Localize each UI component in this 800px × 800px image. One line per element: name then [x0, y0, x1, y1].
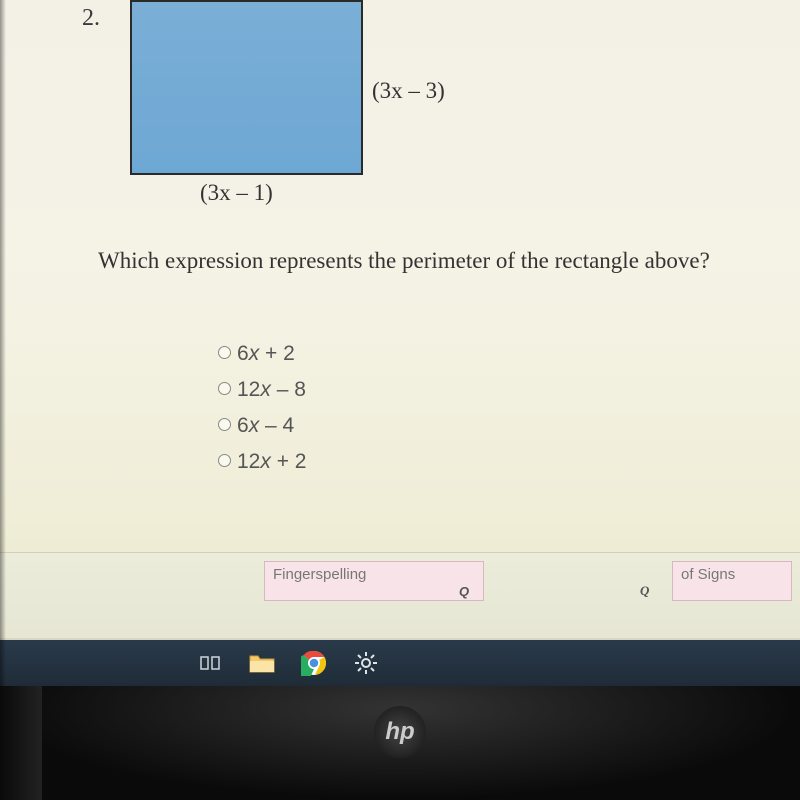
tab-signs[interactable]: of Signs	[672, 561, 792, 601]
tab-label: of Signs	[681, 566, 735, 583]
hp-logo-icon: hp	[374, 706, 426, 758]
quiz-screen: 2. (3x – 3) (3x – 1) Which expression re…	[0, 0, 800, 640]
file-explorer-icon[interactable]	[247, 648, 277, 678]
rectangle-figure	[130, 0, 363, 175]
option-d[interactable]: 12x + 2	[218, 450, 306, 474]
side-label-right: (3x – 3)	[372, 78, 445, 104]
option-text: 12x – 8	[237, 378, 306, 402]
chrome-icon[interactable]	[299, 648, 329, 678]
radio-icon[interactable]	[218, 382, 231, 395]
option-text: 6x + 2	[237, 342, 295, 366]
task-view-icon[interactable]	[195, 648, 225, 678]
monitor-bezel: hp	[0, 686, 800, 800]
settings-icon[interactable]	[351, 648, 381, 678]
bezel-edge	[0, 686, 42, 800]
answer-options: 6x + 2 12x – 8 6x – 4 12x + 2	[218, 342, 306, 486]
windows-taskbar[interactable]	[0, 640, 800, 686]
refresh-icon[interactable]: Q	[459, 584, 473, 598]
option-c[interactable]: 6x – 4	[218, 414, 306, 438]
radio-icon[interactable]	[218, 418, 231, 431]
browser-tab-shelf: Fingerspelling Q Q of Signs	[0, 552, 800, 640]
option-text: 12x + 2	[237, 450, 306, 474]
tab-fingerspelling[interactable]: Fingerspelling Q	[264, 561, 484, 601]
option-text: 6x – 4	[237, 414, 294, 438]
side-label-bottom: (3x – 1)	[200, 180, 273, 206]
radio-icon[interactable]	[218, 454, 231, 467]
radio-icon[interactable]	[218, 346, 231, 359]
question-prompt: Which expression represents the perimete…	[98, 248, 710, 274]
question-number: 2.	[82, 5, 100, 32]
option-b[interactable]: 12x – 8	[218, 378, 306, 402]
tab-label: Fingerspelling	[273, 566, 366, 583]
shadow-edge	[0, 0, 6, 686]
option-a[interactable]: 6x + 2	[218, 342, 306, 366]
